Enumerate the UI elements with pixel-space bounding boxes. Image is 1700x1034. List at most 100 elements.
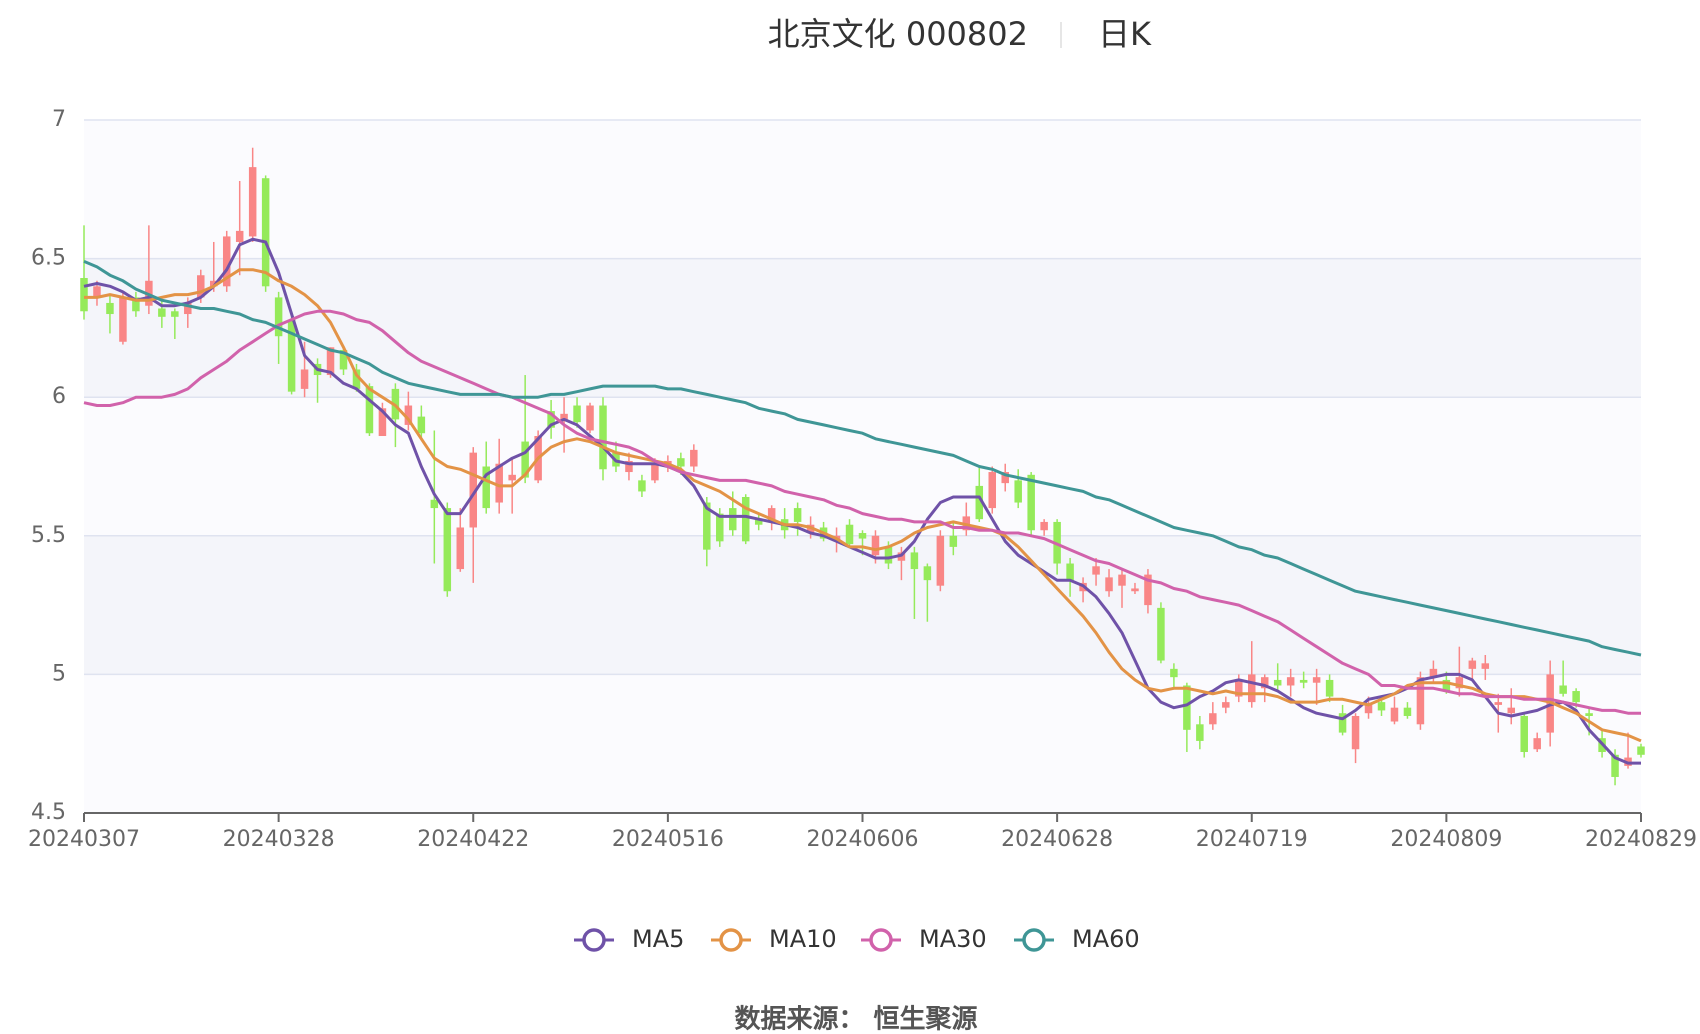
candle-body xyxy=(1157,607,1165,661)
y-tick-label: 6 xyxy=(52,384,66,409)
candle-body xyxy=(222,236,231,287)
x-tick-label: 20240809 xyxy=(1390,827,1502,852)
candle-body xyxy=(184,302,192,315)
candle-body xyxy=(1533,738,1541,750)
candle-body xyxy=(1235,679,1243,697)
candle-body xyxy=(923,566,932,581)
candle-body xyxy=(767,508,776,522)
candle-body xyxy=(988,472,996,509)
legend-marker xyxy=(719,928,743,952)
candle-body xyxy=(300,369,309,389)
y-tick-label: 5 xyxy=(52,661,66,686)
candle-body xyxy=(586,405,594,431)
legend-marker xyxy=(1022,928,1046,952)
candle-body xyxy=(235,230,244,242)
candle-body xyxy=(754,519,763,525)
candle-body xyxy=(1144,574,1152,606)
candle-body xyxy=(1442,679,1451,692)
candle-body xyxy=(1455,677,1464,689)
candle-body xyxy=(521,441,529,478)
candle-body xyxy=(1196,724,1204,741)
source-note: 数据来源： 恒生聚源 xyxy=(734,1005,977,1034)
candle-body xyxy=(793,508,802,522)
candle-body xyxy=(1611,754,1619,777)
ma-line xyxy=(83,309,1641,715)
candle-body xyxy=(93,286,101,298)
candle-body xyxy=(975,485,984,520)
chart-subtitle: 日K xyxy=(1098,15,1152,53)
candle-body xyxy=(1390,707,1399,722)
y-tick-label: 4.5 xyxy=(31,800,66,825)
candle-body xyxy=(949,535,958,547)
candle-body xyxy=(1364,704,1373,714)
candle-body xyxy=(443,508,452,592)
candle-body xyxy=(703,502,711,550)
x-tick-label: 20240719 xyxy=(1196,827,1308,852)
candle-body xyxy=(417,416,426,434)
candle-body xyxy=(197,275,205,298)
plot-band xyxy=(84,674,1641,813)
candle-body xyxy=(1183,685,1191,730)
legend-label: MA30 xyxy=(919,925,987,953)
candle-body xyxy=(1559,685,1567,694)
candle-body xyxy=(365,386,374,434)
candle-body xyxy=(845,524,854,545)
candle-body xyxy=(1520,715,1528,753)
x-tick-label: 20240516 xyxy=(612,827,724,852)
legend-label: MA60 xyxy=(1072,925,1140,953)
candle-body xyxy=(1066,563,1074,581)
candle-body xyxy=(80,278,88,312)
candle-body xyxy=(1403,707,1412,716)
candle-body xyxy=(1312,677,1321,683)
candle-body xyxy=(690,449,698,467)
candle-body xyxy=(1429,668,1438,678)
candle-body xyxy=(1351,715,1360,750)
candle-body xyxy=(1286,677,1295,686)
candle-body xyxy=(158,308,166,317)
candle-body xyxy=(651,463,659,481)
candle-body xyxy=(1248,674,1256,703)
candle-body xyxy=(1507,707,1515,714)
x-tick-label: 20240829 xyxy=(1585,827,1697,852)
candle-body xyxy=(1222,702,1230,708)
candle-body xyxy=(248,167,257,237)
candle-body xyxy=(1027,474,1035,531)
candle-body xyxy=(741,496,750,542)
candle-body xyxy=(638,480,646,492)
candle-body xyxy=(261,178,270,287)
candle-body xyxy=(1040,521,1048,531)
candle-body xyxy=(871,535,880,556)
candle-body xyxy=(404,405,413,425)
candle-body xyxy=(729,508,737,531)
candle-body xyxy=(1001,472,1009,484)
legend-marker xyxy=(582,928,606,952)
candle-body xyxy=(1273,679,1282,686)
legend-label: MA5 xyxy=(632,925,684,953)
y-tick-label: 5.5 xyxy=(31,523,66,548)
candle-body xyxy=(210,280,218,287)
candle-body xyxy=(495,463,503,503)
legend-label: MA10 xyxy=(769,925,837,953)
candle-body xyxy=(1131,588,1139,592)
candle-body xyxy=(482,466,490,509)
candle-body xyxy=(1325,679,1334,697)
candle-body xyxy=(1092,566,1100,575)
y-tick-label: 6.5 xyxy=(31,246,66,271)
candle-body xyxy=(430,499,439,509)
candle-body xyxy=(1338,713,1347,733)
candle-body xyxy=(1260,677,1269,689)
candle-body xyxy=(625,460,633,473)
candle-body xyxy=(1209,713,1217,725)
candle-body xyxy=(884,546,893,564)
candle-body xyxy=(936,535,945,586)
candle-body xyxy=(1170,668,1178,678)
candle-body xyxy=(599,405,607,470)
candle-body xyxy=(1572,691,1580,703)
candle-body xyxy=(287,319,296,392)
candle-body xyxy=(560,413,568,420)
x-tick-label: 20240628 xyxy=(1001,827,1113,852)
x-tick-label: 20240422 xyxy=(417,827,529,852)
candle-body xyxy=(1494,702,1503,705)
x-tick-label: 20240328 xyxy=(223,827,335,852)
